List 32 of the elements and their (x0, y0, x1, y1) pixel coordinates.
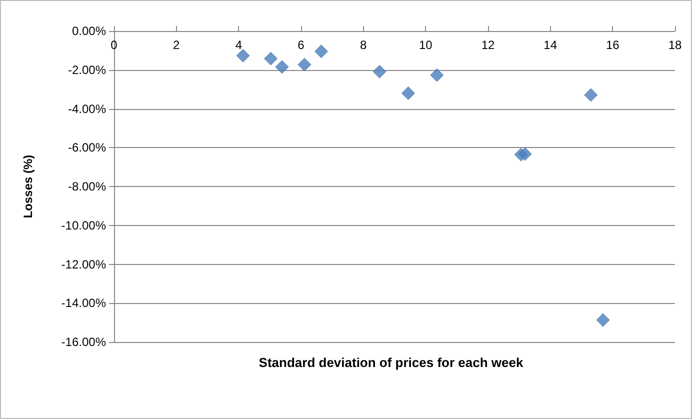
point (518, 147, 532, 161)
x-tick-label: 0 (110, 38, 118, 52)
x-tick-label: 14 (544, 38, 558, 52)
x-tick-label: 8 (360, 38, 367, 52)
y-tick-label: -14.00% (61, 296, 106, 310)
point (236, 48, 250, 62)
point (372, 64, 386, 78)
x-axis-title: Standard deviation of prices for each week (258, 355, 524, 370)
x-tick-label: 12 (481, 38, 495, 52)
x-tick-label: 16 (606, 38, 620, 52)
point (264, 52, 278, 66)
point (584, 88, 598, 102)
point (401, 86, 415, 100)
y-tick-label: 0.00% (72, 24, 106, 38)
point (314, 44, 328, 58)
x-tick-label: 2 (172, 38, 180, 52)
y-tick-label: -10.00% (61, 218, 106, 232)
x-tick-label: 18 (668, 38, 682, 52)
y-axis-title: Losses (%) (21, 154, 35, 218)
point (298, 58, 312, 72)
point (596, 313, 610, 327)
x-tick-label: 4 (235, 38, 242, 52)
y-tick-label: -6.00% (68, 140, 106, 155)
y-tick-label: -4.00% (68, 102, 106, 116)
y-tick-label: -2.00% (68, 62, 106, 77)
y-tick-label: -16.00% (61, 335, 106, 349)
x-tick-label: 10 (418, 38, 433, 52)
y-tick-label: -8.00% (68, 180, 106, 194)
point (275, 60, 289, 74)
x-tick-label: 6 (298, 38, 305, 52)
y-tick-label: -12.00% (61, 257, 106, 272)
point (430, 68, 444, 82)
